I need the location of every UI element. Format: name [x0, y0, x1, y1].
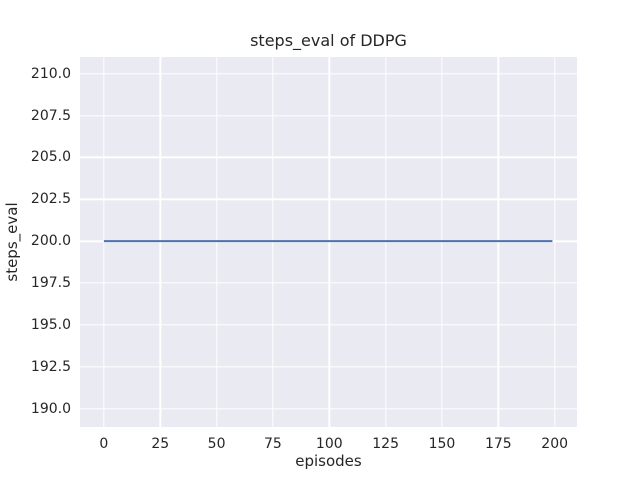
horizontal-gridline	[80, 73, 577, 75]
vertical-gridline	[553, 57, 556, 427]
x-tick-label: 100	[315, 436, 343, 452]
y-tick-label: 197.5	[30, 275, 71, 292]
chart-title: steps_eval of DDPG	[250, 31, 407, 50]
y-tick-label: 202.5	[30, 191, 71, 208]
x-axis-label: episodes	[295, 452, 362, 470]
y-tick-label: 200.0	[30, 233, 71, 250]
horizontal-gridline	[80, 156, 577, 159]
horizontal-gridline	[80, 407, 577, 410]
y-tick-label: 210.0	[30, 65, 71, 82]
y-tick-label: 207.5	[30, 107, 71, 124]
horizontal-gridline	[80, 324, 577, 326]
x-tick-label: 175	[484, 436, 512, 452]
x-tick-label: 25	[151, 436, 170, 452]
x-tick-label: 50	[207, 436, 226, 452]
x-tick-label: 150	[428, 436, 456, 452]
horizontal-gridline	[80, 114, 577, 117]
y-tick-label: 192.5	[30, 358, 71, 375]
series-line-layer	[103, 240, 553, 243]
x-tick-label: 0	[99, 436, 109, 452]
plot-area	[80, 57, 577, 427]
horizontal-gridline	[80, 198, 577, 200]
x-tick-label: 125	[372, 436, 399, 452]
y-tick-label: 190.0	[30, 400, 71, 417]
x-tick-label: 200	[541, 436, 569, 452]
horizontal-gridline	[80, 366, 577, 368]
x-tick-label: 75	[264, 436, 282, 452]
y-tick-label: 205.0	[30, 149, 71, 166]
y-tick-label: 195.0	[30, 316, 71, 333]
horizontal-gridline	[80, 282, 577, 284]
